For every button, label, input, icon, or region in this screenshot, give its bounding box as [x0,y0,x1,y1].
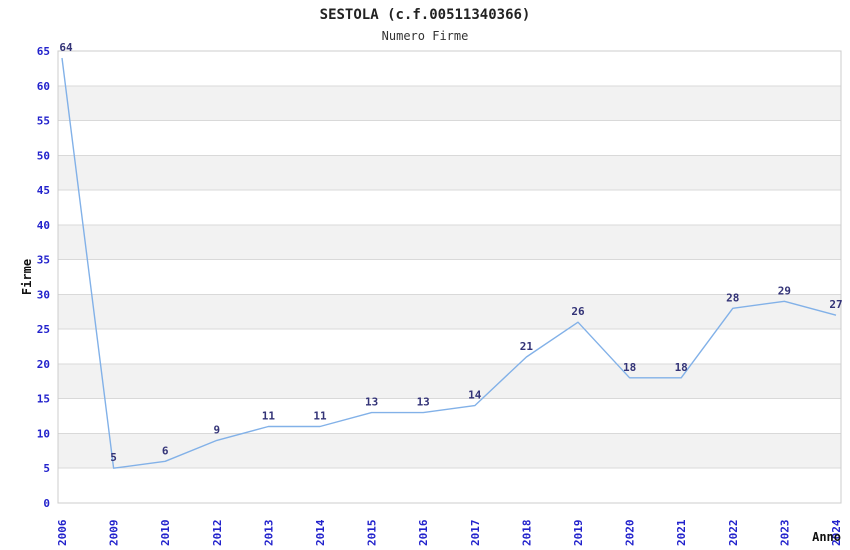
y-tick-label: 35 [37,254,50,267]
plot-frame [57,50,842,504]
y-tick-label: 10 [37,427,50,440]
plot-band [58,224,841,260]
y-tick-label: 30 [37,288,50,301]
x-tick-label: 2018 [520,520,533,547]
x-tick-label: 2020 [624,520,637,547]
x-tick-label: 2021 [675,519,688,546]
point-label: 6 [162,444,169,457]
point-labels: 64 5 6 9 11 11 13 13 14 21 26 18 18 28 29 27 [59,41,842,464]
plot-bands [58,85,841,469]
y-tick-labels: 0 5 10 15 20 25 30 35 40 45 50 55 60 65 [37,45,50,510]
plot-band [58,294,841,330]
y-tick-label: 5 [43,462,50,475]
y-tick-label: 55 [37,115,50,128]
y-tick-label: 45 [37,184,50,197]
y-tick-label: 65 [37,45,50,58]
x-tick-label: 2006 [56,519,69,546]
chart-title: SESTOLA (c.f.00511340366) [320,7,531,23]
x-tick-label: 2010 [159,520,172,547]
plot-band [58,363,841,399]
x-tick-label: 2012 [211,520,224,547]
x-tick-label: 2015 [366,520,379,547]
point-label: 28 [726,291,739,304]
point-label: 27 [829,298,842,311]
x-tick-labels: 2006 2009 2010 2012 2013 2014 2015 2016 2017 2018… [56,519,843,546]
x-tick-label: 2016 [417,519,430,546]
x-axis-title: Anno [812,530,841,544]
point-label: 29 [778,284,791,297]
y-tick-label: 15 [37,393,50,406]
point-label: 13 [417,396,430,409]
point-label: 26 [571,305,585,318]
plot-frame-rect [57,50,842,504]
x-tick-label: 2023 [778,520,791,547]
x-tick-label: 2009 [108,520,121,547]
x-tick-label: 2024 [830,519,843,546]
chart-subtitle: Numero Firme [382,29,469,43]
point-label: 13 [365,396,378,409]
x-tick-label: 2013 [262,520,275,547]
x-tick-label: 2022 [727,520,740,547]
series-line [61,57,837,469]
y-tick-label: 60 [37,80,50,93]
y-tick-label: 20 [37,358,50,371]
x-tick-label: 2017 [469,520,482,547]
point-label: 18 [675,361,688,374]
y-tick-label: 50 [37,149,50,162]
series-polyline [61,57,837,469]
plot-band [58,155,841,191]
point-label: 18 [623,361,636,374]
point-label: 11 [262,410,276,423]
point-label: 64 [59,41,73,54]
plot-band [58,433,841,469]
y-tick-label: 40 [37,219,50,232]
point-label: 14 [468,389,482,402]
x-tick-label: 2019 [572,520,585,547]
point-label: 9 [213,423,220,436]
point-label: 21 [520,340,534,353]
x-tick-label: 2014 [314,519,327,546]
point-label: 5 [110,451,117,464]
y-axis-title: Firme [20,259,34,295]
y-tick-label: 25 [37,323,50,336]
plot-band [58,85,841,121]
y-tick-label: 0 [43,497,50,510]
point-label: 11 [313,410,327,423]
